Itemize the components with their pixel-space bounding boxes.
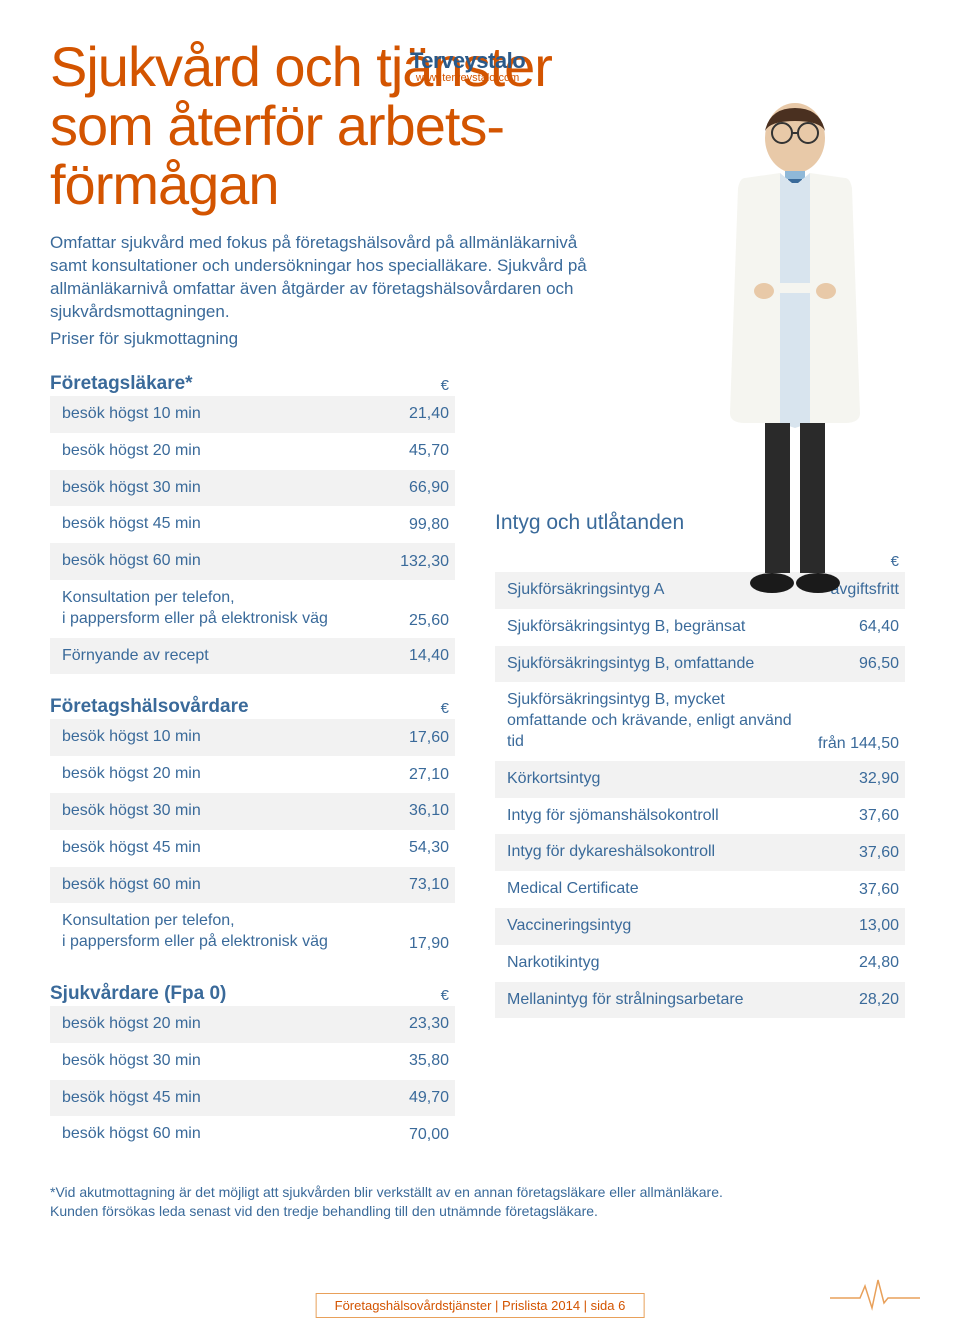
price-table-intyg: Sjukförsäkringsintyg AavgiftsfrittSjukfö… — [495, 572, 905, 1018]
price-row: Mellanintyg för strålningsarbetare28,20 — [495, 982, 905, 1019]
price-label: besök högst 60 min — [62, 875, 349, 896]
doctor-image — [690, 83, 900, 623]
price-row: besök högst 60 min132,30 — [50, 543, 455, 580]
price-value: 49,70 — [349, 1089, 449, 1107]
price-label: Konsultation per telefon,i pappersform e… — [62, 911, 349, 953]
price-row: besök högst 30 min66,90 — [50, 470, 455, 507]
price-label: Intyg för sjömanshälsokontroll — [507, 806, 799, 827]
price-value: 70,00 — [349, 1126, 449, 1144]
price-value: 37,60 — [799, 844, 899, 862]
price-value: 37,60 — [799, 807, 899, 825]
price-table-foretagslakare: besök högst 10 min21,40besök högst 20 mi… — [50, 396, 455, 674]
price-value: 13,00 — [799, 917, 899, 935]
price-value: 35,80 — [349, 1052, 449, 1070]
price-value: 23,30 — [349, 1015, 449, 1033]
price-label: besök högst 20 min — [62, 1014, 349, 1035]
price-row: besök högst 45 min99,80 — [50, 506, 455, 543]
price-value: 28,20 — [799, 991, 899, 1009]
page-footer: Företagshälsovårdstjänster | Prislista 2… — [316, 1293, 645, 1318]
price-value: 24,80 — [799, 954, 899, 972]
price-value: från 144,50 — [799, 735, 899, 753]
title-line-3: förmågan — [50, 153, 279, 216]
price-value: 99,80 — [349, 516, 449, 534]
price-label: Körkortsintyg — [507, 769, 799, 790]
price-label: besök högst 20 min — [62, 764, 349, 785]
price-row: besök högst 10 min21,40 — [50, 396, 455, 433]
price-value: 32,90 — [799, 770, 899, 788]
price-label: besök högst 60 min — [62, 551, 349, 572]
price-row: Sjukförsäkringsintyg B, mycket omfattand… — [495, 682, 905, 760]
price-label: besök högst 60 min — [62, 1124, 349, 1145]
price-table-foretagshalsovardare: besök högst 10 min17,60besök högst 20 mi… — [50, 719, 455, 961]
price-label: besök högst 20 min — [62, 441, 349, 462]
price-label: besök högst 30 min — [62, 478, 349, 499]
price-row: besök högst 20 min27,10 — [50, 756, 455, 793]
price-value: 17,90 — [349, 935, 449, 953]
price-row: besök högst 60 min70,00 — [50, 1116, 455, 1153]
price-value: 54,30 — [349, 839, 449, 857]
price-value: 45,70 — [349, 442, 449, 460]
price-label: besök högst 45 min — [62, 1088, 349, 1109]
price-row: besök högst 10 min17,60 — [50, 719, 455, 756]
price-row: Vaccineringsintyg13,00 — [495, 908, 905, 945]
price-label: Sjukförsäkringsintyg B, omfattande — [507, 654, 799, 675]
intro-paragraph: Omfattar sjukvård med fokus på företagsh… — [50, 232, 590, 324]
price-row: Intyg för dykareshälsokontroll37,60 — [495, 834, 905, 871]
price-row: besök högst 45 min54,30 — [50, 830, 455, 867]
left-column: Företagsläkare* € besök högst 10 min21,4… — [50, 369, 455, 1153]
price-row: besök högst 20 min23,30 — [50, 1006, 455, 1043]
price-label: Intyg för dykareshälsokontroll — [507, 842, 799, 863]
price-label: besök högst 45 min — [62, 514, 349, 535]
price-row: Konsultation per telefon,i pappersform e… — [50, 903, 455, 961]
brand-block: Terveystalo www.terveystalo.com — [410, 48, 525, 84]
price-value: 14,40 — [349, 647, 449, 665]
price-value: 17,60 — [349, 729, 449, 747]
price-value: 73,10 — [349, 876, 449, 894]
brand-name: Terveystalo — [410, 48, 525, 74]
price-label: Vaccineringsintyg — [507, 916, 799, 937]
brand-url: www.terveystalo.com — [410, 72, 525, 84]
price-value: 96,50 — [799, 655, 899, 673]
price-row: Förnyande av recept14,40 — [50, 638, 455, 675]
price-table-sjukvardare: besök högst 20 min23,30besök högst 30 mi… — [50, 1006, 455, 1153]
price-row: besök högst 30 min35,80 — [50, 1043, 455, 1080]
price-label: Medical Certificate — [507, 879, 799, 900]
price-value: 27,10 — [349, 766, 449, 784]
price-value: 36,10 — [349, 802, 449, 820]
title-line-2: som återför arbets- — [50, 94, 504, 157]
price-row: besök högst 45 min49,70 — [50, 1080, 455, 1117]
price-row: Körkortsintyg32,90 — [495, 761, 905, 798]
price-row: besök högst 60 min73,10 — [50, 867, 455, 904]
price-row: Sjukförsäkringsintyg B, omfattande96,50 — [495, 646, 905, 683]
heartbeat-icon — [830, 1278, 920, 1313]
price-label: besök högst 10 min — [62, 404, 349, 425]
price-label: Förnyande av recept — [62, 646, 349, 667]
price-row: Konsultation per telefon,i pappersform e… — [50, 580, 455, 638]
price-row: besök högst 30 min36,10 — [50, 793, 455, 830]
price-label: Narkotikintyg — [507, 953, 799, 974]
price-label: besök högst 30 min — [62, 1051, 349, 1072]
price-value: 21,40 — [349, 405, 449, 423]
price-label: besök högst 30 min — [62, 801, 349, 822]
price-value: 37,60 — [799, 881, 899, 899]
price-value: 25,60 — [349, 612, 449, 630]
price-label: Konsultation per telefon,i pappersform e… — [62, 588, 349, 630]
price-label: besök högst 10 min — [62, 727, 349, 748]
price-row: Narkotikintyg24,80 — [495, 945, 905, 982]
price-value: 66,90 — [349, 479, 449, 497]
footnote-line-2: Kunden försökas leda senast vid den tred… — [50, 1203, 598, 1219]
footnote: *Vid akutmottagning är det möjligt att s… — [50, 1183, 910, 1221]
price-label: Sjukförsäkringsintyg B, mycket omfattand… — [507, 690, 799, 752]
price-label: Mellanintyg för strålningsarbetare — [507, 990, 799, 1011]
price-row: Intyg för sjömanshälsokontroll37,60 — [495, 798, 905, 835]
price-label: besök högst 45 min — [62, 838, 349, 859]
price-row: Medical Certificate37,60 — [495, 871, 905, 908]
price-row: besök högst 20 min45,70 — [50, 433, 455, 470]
footnote-line-1: *Vid akutmottagning är det möjligt att s… — [50, 1184, 723, 1200]
price-value: 132,30 — [349, 553, 449, 571]
